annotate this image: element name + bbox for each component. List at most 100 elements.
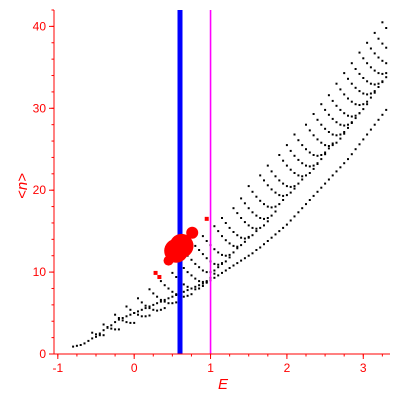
data-point	[224, 269, 227, 272]
data-point	[293, 133, 296, 136]
data-point	[289, 168, 292, 171]
data-point	[377, 118, 380, 121]
data-point	[343, 124, 346, 127]
data-point	[95, 335, 97, 338]
data-point	[198, 266, 201, 269]
data-point	[182, 283, 185, 286]
data-point	[308, 199, 311, 201]
data-point	[167, 297, 170, 300]
data-point	[369, 92, 372, 95]
data-point	[159, 300, 162, 303]
data-point	[381, 80, 384, 83]
data-point	[285, 223, 288, 226]
data-point	[194, 288, 197, 291]
data-point	[285, 144, 288, 147]
data-point	[347, 126, 349, 129]
data-point	[213, 272, 216, 275]
data-point	[91, 331, 94, 334]
data-point	[263, 203, 265, 206]
data-point	[385, 46, 388, 49]
data-point	[278, 154, 281, 156]
data-point	[312, 194, 315, 197]
data-point	[312, 113, 315, 115]
data-point	[335, 82, 338, 85]
data-point	[354, 86, 357, 89]
data-point	[278, 203, 281, 206]
data-point	[259, 246, 262, 249]
data-point	[198, 284, 201, 287]
data-point	[278, 179, 281, 182]
data-point	[373, 123, 376, 126]
data-point	[266, 240, 269, 242]
data-point	[186, 289, 189, 292]
data-point	[163, 307, 166, 310]
data-point	[102, 323, 105, 326]
data-point	[358, 51, 361, 54]
data-point	[274, 210, 277, 213]
data-point	[221, 253, 223, 256]
scatter-points	[72, 21, 388, 348]
data-point	[232, 231, 235, 233]
data-point	[247, 224, 250, 227]
data-point	[324, 153, 327, 156]
data-point	[358, 72, 361, 75]
data-point	[228, 253, 231, 256]
data-point	[243, 202, 246, 205]
data-point	[289, 149, 292, 152]
data-point	[117, 328, 120, 331]
data-point	[102, 329, 105, 332]
data-point	[343, 132, 346, 135]
data-point	[140, 301, 143, 304]
data-point	[320, 103, 323, 106]
x-tick-label: 0	[131, 361, 138, 375]
data-point	[243, 237, 246, 240]
data-point	[274, 233, 277, 236]
data-point	[282, 194, 285, 197]
data-point	[308, 129, 311, 132]
highlight-point	[163, 255, 174, 266]
data-point	[251, 234, 254, 237]
data-point	[190, 287, 193, 290]
data-point	[285, 164, 288, 167]
data-point	[305, 203, 307, 206]
data-point	[213, 248, 216, 251]
data-point	[358, 90, 361, 93]
data-point	[297, 174, 300, 177]
data-point	[114, 321, 117, 324]
data-point	[217, 230, 220, 233]
data-point	[339, 133, 342, 136]
data-point	[350, 62, 353, 65]
data-point	[98, 334, 101, 337]
data-point	[297, 158, 300, 161]
data-point	[213, 262, 216, 265]
data-point	[263, 179, 265, 182]
data-point	[190, 293, 193, 296]
data-point	[236, 245, 239, 248]
data-point	[251, 211, 254, 214]
data-point	[240, 236, 243, 239]
data-point	[335, 134, 338, 137]
data-point	[381, 42, 384, 45]
data-point	[327, 178, 330, 181]
data-point	[159, 298, 162, 301]
data-point	[381, 72, 384, 75]
data-point	[205, 281, 208, 284]
data-point	[297, 139, 300, 142]
data-point	[163, 298, 166, 301]
data-point	[362, 92, 365, 95]
data-point	[320, 123, 323, 126]
data-point	[263, 217, 265, 220]
data-point	[358, 143, 361, 146]
data-point	[381, 59, 384, 62]
data-point	[266, 217, 269, 219]
x-axis-title: E	[218, 376, 229, 393]
data-point	[205, 280, 208, 283]
data-point	[293, 172, 296, 174]
data-point	[205, 271, 208, 274]
data-point	[366, 100, 369, 103]
data-point	[316, 154, 319, 157]
data-point	[137, 313, 139, 316]
data-point	[385, 108, 388, 111]
data-point	[312, 154, 315, 156]
